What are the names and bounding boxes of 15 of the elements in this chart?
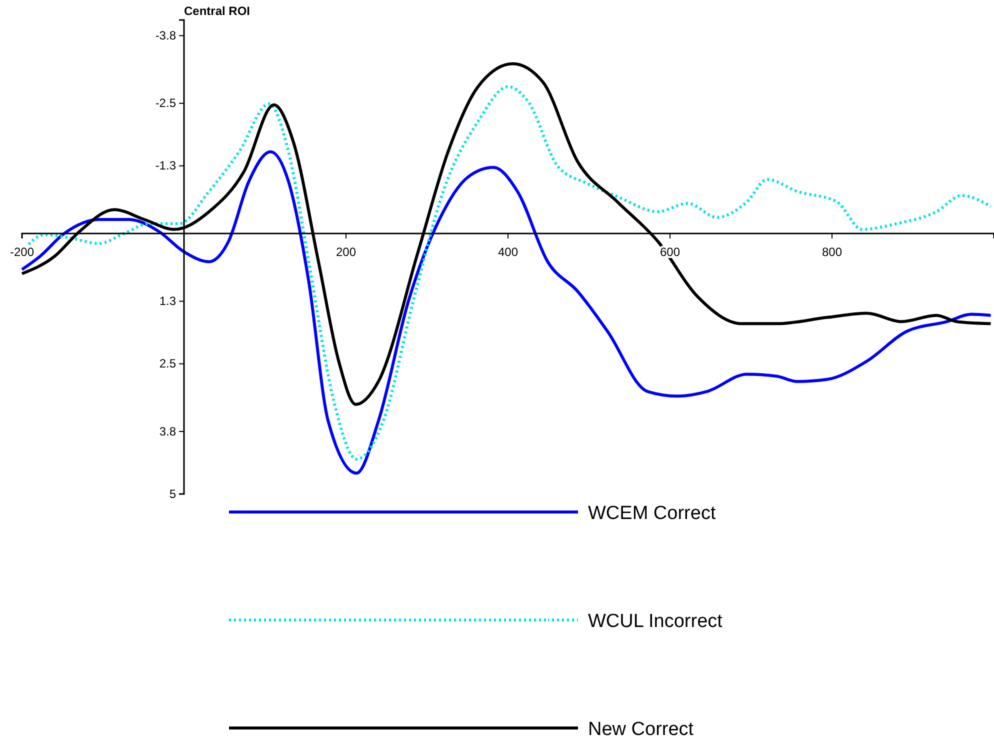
legend-label: New Correct bbox=[588, 719, 694, 740]
y-tick-label: -2.5 bbox=[155, 96, 176, 110]
y-tick-label: -3.8 bbox=[155, 28, 176, 42]
x-tick-label: 800 bbox=[822, 244, 842, 259]
y-tick-label: 3.8 bbox=[159, 424, 176, 438]
y-tick-label: 5 bbox=[169, 486, 176, 501]
y-tick-label: 1.3 bbox=[159, 294, 176, 308]
x-tick-label: 400 bbox=[498, 244, 518, 259]
legend-label: WCEM Correct bbox=[588, 503, 716, 524]
x-tick-label: 200 bbox=[336, 244, 356, 259]
legend-label: WCUL Incorrect bbox=[588, 611, 724, 632]
x-tick-label: -200 bbox=[10, 244, 34, 259]
y-tick-label: 2.5 bbox=[159, 356, 176, 371]
chart-title: Central ROI bbox=[184, 4, 250, 18]
y-tick-label: -1.3 bbox=[155, 158, 176, 173]
